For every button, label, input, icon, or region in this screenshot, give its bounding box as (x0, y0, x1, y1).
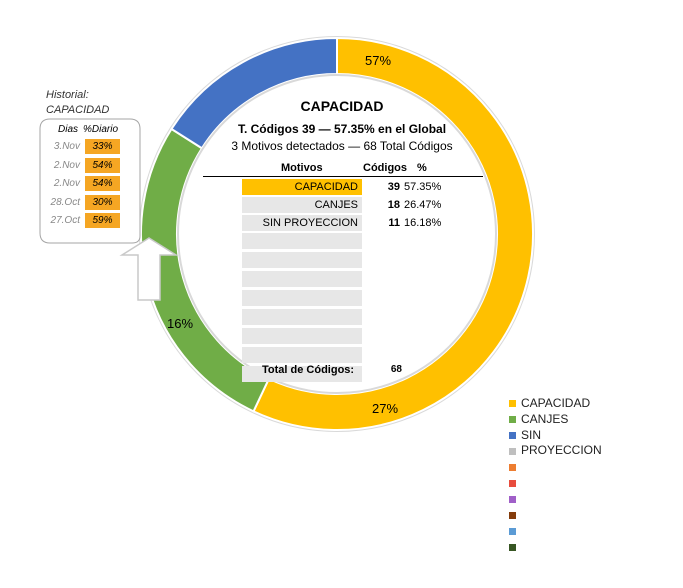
row-pct: 26.47% (404, 199, 442, 211)
legend-swatch (509, 512, 516, 519)
center-title: CAPACIDAD (300, 98, 384, 114)
slice-label-sin-proyeccion: 16% (167, 316, 194, 331)
history-day: 27.Oct (50, 215, 80, 226)
legend-label: SIN PROYECCION (521, 428, 602, 457)
row-codigos: 18 (387, 199, 400, 211)
table-row-empty (242, 290, 362, 306)
history-day: 2.Nov (53, 159, 80, 171)
table-header-divider (203, 176, 483, 177)
row-motivo: CANJES (242, 197, 362, 213)
legend-swatch (509, 416, 516, 423)
legend-swatch (509, 496, 516, 503)
history-value: 33% (85, 139, 120, 154)
slice-label-canjes: 27% (372, 401, 399, 416)
legend-swatch (509, 544, 516, 551)
legend-swatch (509, 528, 516, 535)
history-arrow-icon (119, 237, 179, 301)
header-pct: % (417, 162, 427, 174)
table-row-empty (242, 309, 362, 325)
row-motivo: SIN PROYECCION (242, 215, 362, 231)
header-motivos: Motivos (281, 162, 323, 174)
history-value: 54% (85, 176, 120, 191)
table-row-empty (242, 366, 362, 382)
row-pct: 57.35% (404, 181, 442, 193)
center-subtitle-motives: 3 Motivos detectados — 68 Total Códigos (231, 139, 453, 153)
history-row: 27.Oct 59% (44, 213, 124, 229)
legend-swatch (509, 464, 516, 471)
legend-label: CAPACIDAD (521, 396, 591, 410)
history-row: 2.Nov 54% (44, 176, 124, 192)
slice-label-capacidad: 57% (365, 53, 392, 68)
history-header-dias: Dias (58, 124, 79, 135)
history-header-diario: %Diario (83, 124, 119, 135)
history-day: 3.Nov (53, 141, 80, 152)
history-value: 54% (85, 157, 120, 173)
table-row: CAPACIDAD 39 57.35% (242, 179, 482, 195)
table-row-empty (242, 252, 362, 268)
table-row-empty (242, 271, 362, 287)
legend-swatch (509, 432, 516, 439)
history-value: 59% (85, 213, 120, 228)
header-codigos: Códigos (363, 162, 407, 174)
history-row: 2.Nov 54% (44, 157, 124, 174)
history-row: 28.Oct 30% (44, 194, 124, 211)
table-row-empty (242, 347, 362, 363)
history-title: Historial: CAPACIDAD (46, 88, 109, 118)
center-subtitle-codes: T. Códigos 39 — 57.35% en el Global (237, 122, 447, 136)
history-title-line1: Historial: (46, 89, 89, 101)
legend-swatch (509, 480, 516, 487)
history-title-line2: CAPACIDAD (46, 104, 110, 116)
total-value: 68 (390, 364, 402, 375)
legend-swatch (509, 400, 516, 407)
table-row-empty (242, 328, 362, 344)
table-row: CANJES 18 26.47% (242, 197, 482, 213)
table-row-empty (242, 233, 362, 249)
history-day: 28.Oct (50, 196, 80, 208)
legend-swatch (509, 448, 516, 455)
history-value: 30% (85, 194, 120, 210)
table-row: SIN PROYECCION 11 16.18% (242, 215, 482, 231)
total-label: Total de Códigos: (262, 364, 355, 376)
row-codigos: 11 (388, 217, 400, 229)
row-codigos: 39 (387, 181, 400, 193)
history-day: 2.Nov (53, 178, 80, 189)
row-motivo: CAPACIDAD (242, 179, 362, 195)
row-pct: 16.18% (404, 217, 442, 229)
legend-label: CANJES (521, 412, 569, 426)
history-row: 3.Nov 33% (44, 139, 124, 155)
